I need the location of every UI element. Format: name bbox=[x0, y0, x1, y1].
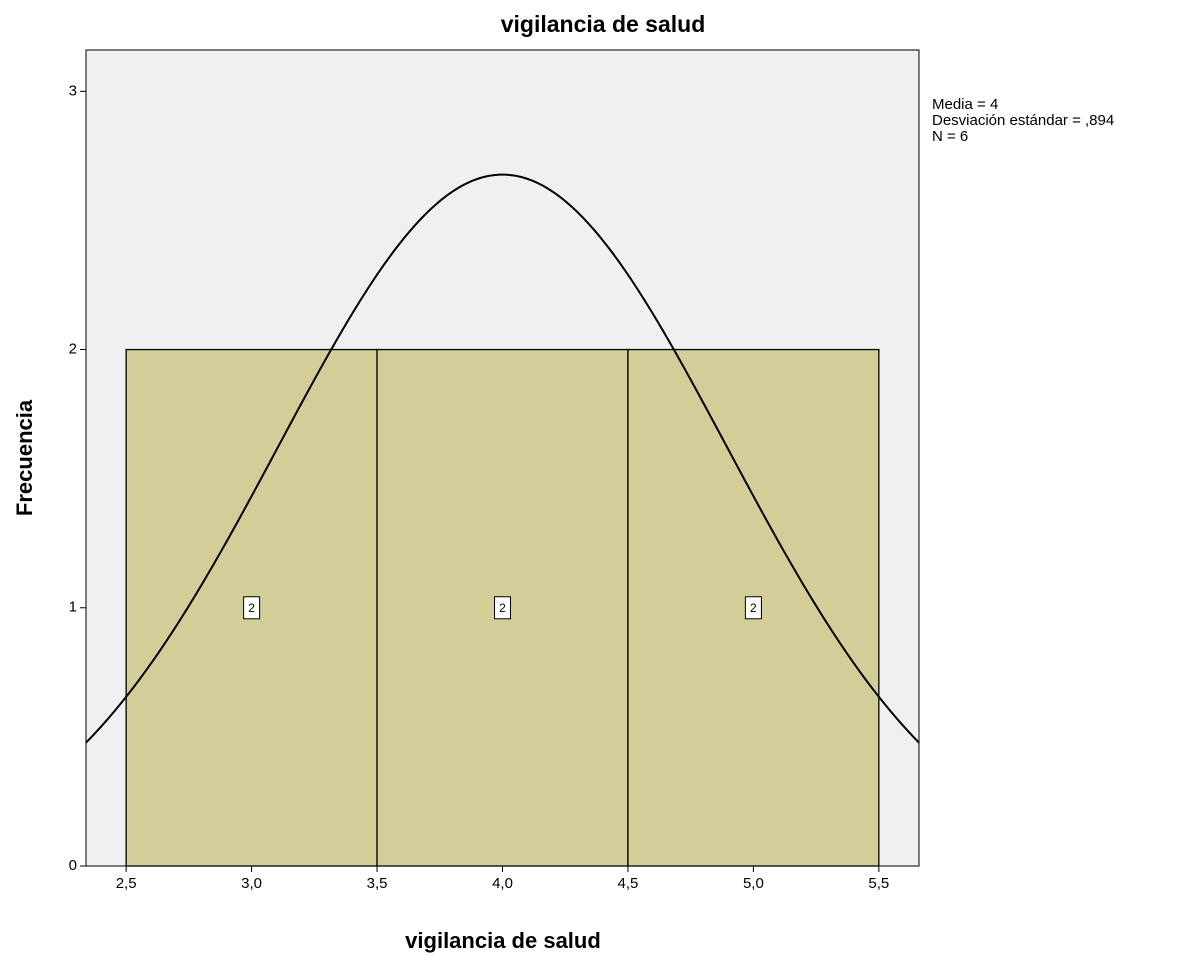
normal-curve bbox=[85, 173, 920, 744]
x-tick-label: 5,0 bbox=[743, 875, 764, 892]
data-label: 2 bbox=[248, 601, 255, 615]
y-tick-label: 0 bbox=[69, 857, 77, 874]
y-tick-label: 2 bbox=[69, 341, 77, 358]
x-tick-label: 4,5 bbox=[618, 875, 639, 892]
x-axis-label: vigilancia de salud bbox=[405, 928, 601, 953]
y-axis-label: Frecuencia bbox=[12, 399, 37, 516]
x-tick-label: 3,5 bbox=[367, 875, 388, 892]
stats-line: N = 6 bbox=[932, 128, 968, 145]
stats-line: Desviación estándar = ,894 bbox=[932, 112, 1114, 129]
x-tick-label: 5,5 bbox=[868, 875, 889, 892]
data-label: 2 bbox=[750, 601, 757, 615]
x-tick-label: 3,0 bbox=[241, 875, 262, 892]
data-label-box bbox=[243, 596, 261, 620]
x-tick-label: 2,5 bbox=[116, 875, 137, 892]
y-tick-label: 1 bbox=[69, 599, 77, 616]
x-tick-label: 4,0 bbox=[492, 875, 513, 892]
data-label: 2 bbox=[499, 601, 506, 615]
chart-title: vigilancia de salud bbox=[501, 11, 706, 37]
stats-line: Media = 4 bbox=[932, 96, 998, 113]
data-label-box bbox=[744, 596, 762, 620]
y-tick-label: 3 bbox=[69, 82, 77, 99]
data-label-box bbox=[494, 596, 511, 620]
